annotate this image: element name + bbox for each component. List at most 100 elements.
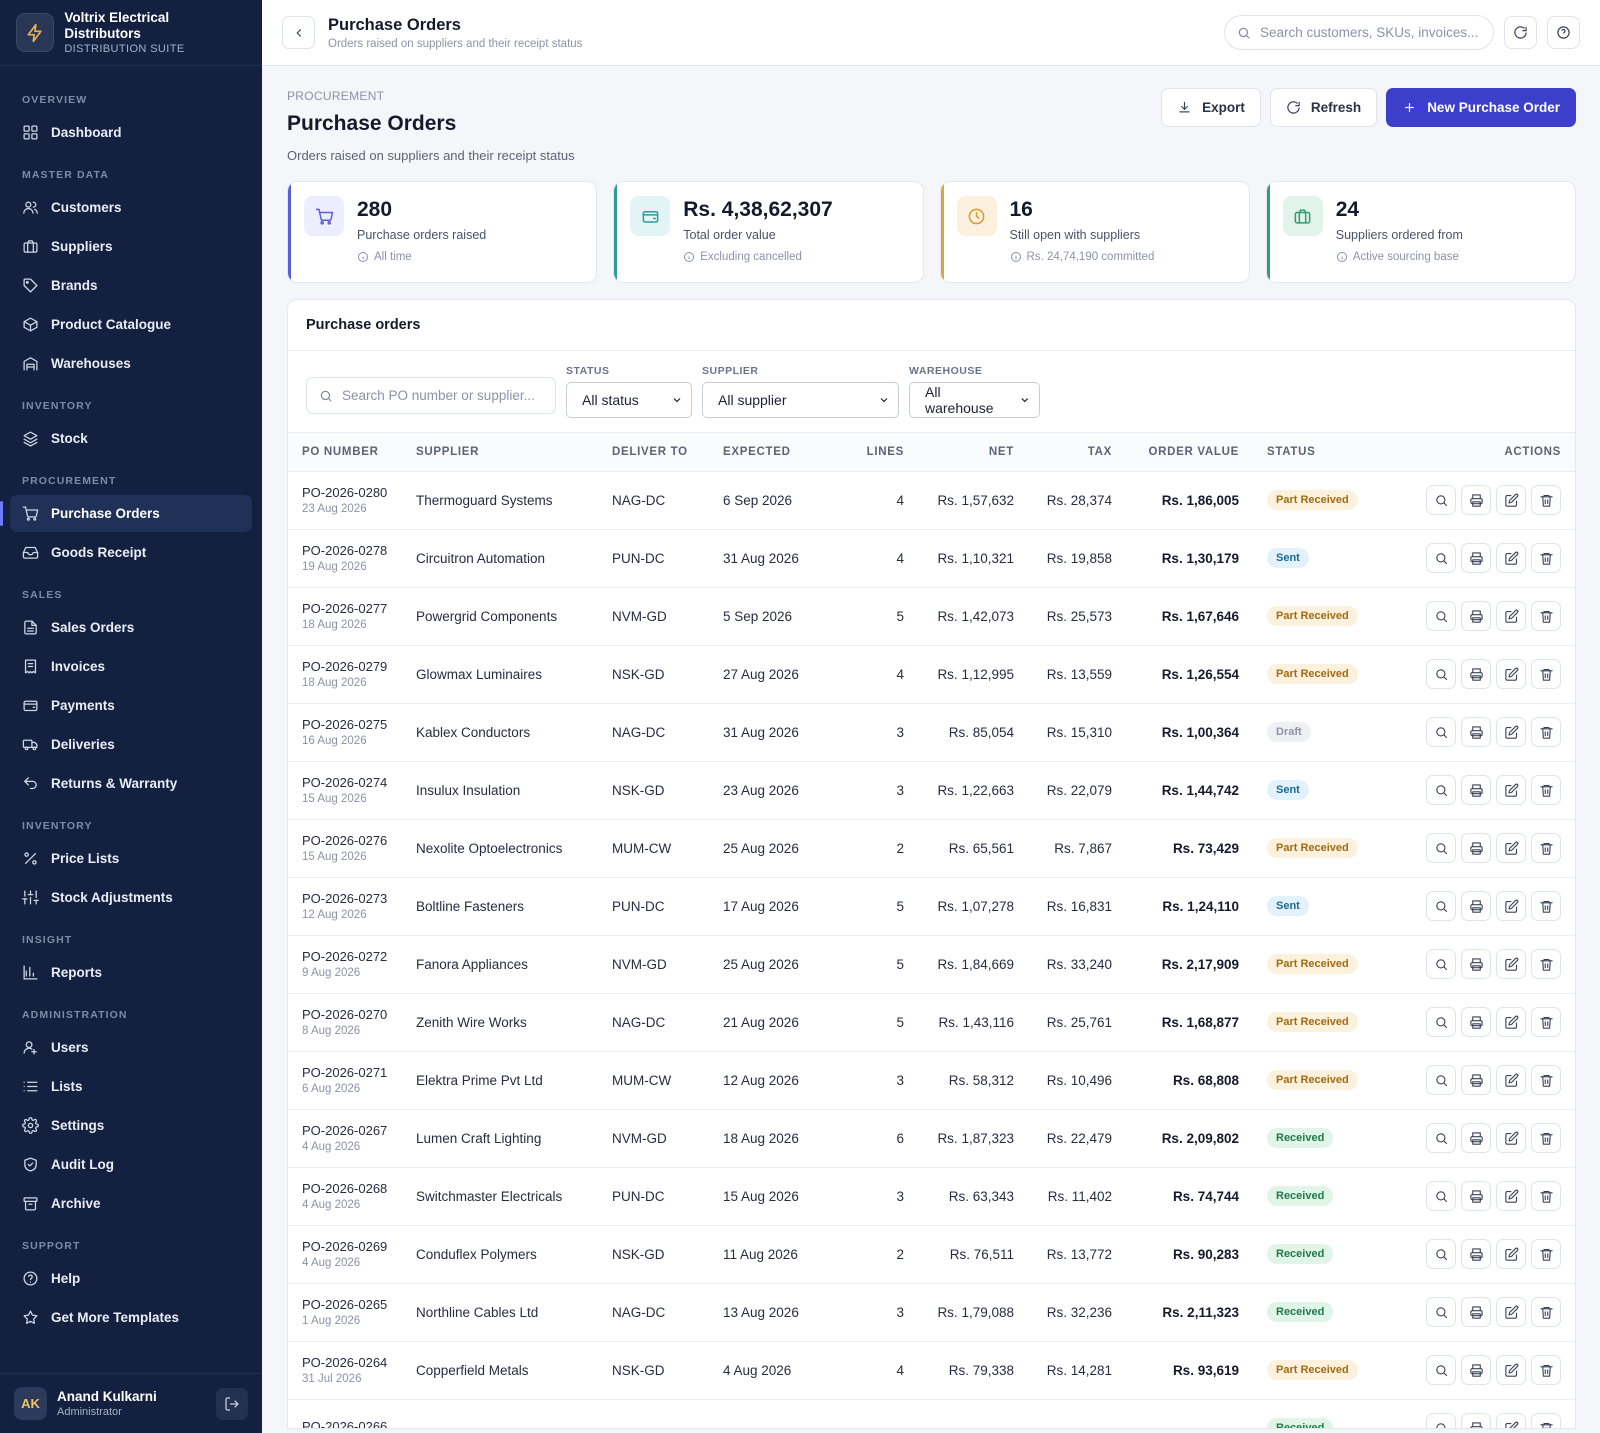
po-number[interactable]: PO-2026-0272 — [302, 949, 388, 964]
column-header[interactable]: DELIVER TO — [612, 433, 723, 472]
sidebar-item-goods-receipt[interactable]: Goods Receipt — [10, 534, 252, 571]
table-row[interactable]: PO-2026-0280 23 Aug 2026 Thermoguard Syst… — [288, 471, 1575, 530]
edit-button[interactable] — [1496, 1239, 1526, 1269]
po-number[interactable]: PO-2026-0273 — [302, 891, 388, 906]
column-header[interactable]: NET — [904, 433, 1014, 472]
print-button[interactable] — [1461, 775, 1491, 805]
view-button[interactable] — [1426, 949, 1456, 979]
delete-button[interactable] — [1531, 659, 1561, 689]
sidebar-item-stock[interactable]: Stock — [10, 420, 252, 457]
sidebar-item-audit-log[interactable]: Audit Log — [10, 1146, 252, 1183]
column-header[interactable]: ORDER VALUE — [1112, 433, 1239, 472]
table-row[interactable]: PO-2026-0267 4 Aug 2026 Lumen Craft Light… — [288, 1109, 1575, 1168]
sidebar-item-customers[interactable]: Customers — [10, 189, 252, 226]
po-number[interactable]: PO-2026-0275 — [302, 717, 388, 732]
view-button[interactable] — [1426, 659, 1456, 689]
view-button[interactable] — [1426, 1065, 1456, 1095]
po-number[interactable]: PO-2026-0278 — [302, 543, 388, 558]
sidebar-item-sales-orders[interactable]: Sales Orders — [10, 609, 252, 646]
user-profile[interactable]: AK Anand Kulkarni Administrator — [0, 1373, 262, 1433]
help-button[interactable] — [1547, 16, 1580, 49]
edit-button[interactable] — [1496, 1007, 1526, 1037]
column-header[interactable]: LINES — [834, 433, 904, 472]
view-button[interactable] — [1426, 833, 1456, 863]
sidebar-item-dashboard[interactable]: Dashboard — [10, 114, 252, 151]
table-row[interactable]: PO-2026-0278 19 Aug 2026 Circuitron Autom… — [288, 529, 1575, 588]
po-number[interactable]: PO-2026-0279 — [302, 659, 388, 674]
delete-button[interactable] — [1531, 485, 1561, 515]
view-button[interactable] — [1426, 1007, 1456, 1037]
delete-button[interactable] — [1531, 1123, 1561, 1153]
table-row[interactable]: PO-2026-0277 18 Aug 2026 Powergrid Compon… — [288, 587, 1575, 646]
supplier-select[interactable]: All supplier — [702, 382, 899, 418]
column-header[interactable]: STATUS — [1239, 433, 1379, 472]
sidebar-item-help[interactable]: Help — [10, 1260, 252, 1297]
edit-button[interactable] — [1496, 717, 1526, 747]
po-number[interactable]: PO-2026-0277 — [302, 601, 388, 616]
delete-button[interactable] — [1531, 1007, 1561, 1037]
avatar[interactable]: AK — [14, 1387, 47, 1420]
delete-button[interactable] — [1531, 717, 1561, 747]
print-button[interactable] — [1461, 891, 1491, 921]
view-button[interactable] — [1426, 601, 1456, 631]
sidebar-item-stock-adjustments[interactable]: Stock Adjustments — [10, 879, 252, 916]
edit-button[interactable] — [1496, 1413, 1526, 1428]
delete-button[interactable] — [1531, 1297, 1561, 1327]
sidebar-item-archive[interactable]: Archive — [10, 1185, 252, 1222]
view-button[interactable] — [1426, 485, 1456, 515]
po-number[interactable]: PO-2026-0274 — [302, 775, 388, 790]
po-number[interactable]: PO-2026-0267 — [302, 1123, 388, 1138]
print-button[interactable] — [1461, 601, 1491, 631]
po-number[interactable]: PO-2026-0276 — [302, 833, 388, 848]
view-button[interactable] — [1426, 717, 1456, 747]
column-header[interactable]: EXPECTED — [723, 433, 834, 472]
sidebar-item-warehouses[interactable]: Warehouses — [10, 345, 252, 382]
sidebar-item-invoices[interactable]: Invoices — [10, 648, 252, 685]
print-button[interactable] — [1461, 1239, 1491, 1269]
status-select[interactable]: All status — [566, 382, 692, 418]
po-number[interactable]: PO-2026-0270 — [302, 1007, 388, 1022]
sidebar-item-reports[interactable]: Reports — [10, 954, 252, 991]
print-button[interactable] — [1461, 833, 1491, 863]
sidebar-item-purchase-orders[interactable]: Purchase Orders — [0, 495, 252, 532]
column-header[interactable]: PO NUMBER — [288, 433, 416, 472]
brand[interactable]: Voltrix Electrical Distributors DISTRIBU… — [0, 0, 262, 66]
column-header[interactable]: TAX — [1014, 433, 1112, 472]
reload-button[interactable] — [1504, 16, 1537, 49]
delete-button[interactable] — [1531, 775, 1561, 805]
view-button[interactable] — [1426, 775, 1456, 805]
view-button[interactable] — [1426, 1297, 1456, 1327]
view-button[interactable] — [1426, 543, 1456, 573]
edit-button[interactable] — [1496, 659, 1526, 689]
table-row[interactable]: PO-2026-0273 12 Aug 2026 Boltline Fastene… — [288, 877, 1575, 936]
edit-button[interactable] — [1496, 1123, 1526, 1153]
sidebar-item-users[interactable]: Users — [10, 1029, 252, 1066]
view-button[interactable] — [1426, 1239, 1456, 1269]
sidebar-item-suppliers[interactable]: Suppliers — [10, 228, 252, 265]
table-row[interactable]: PO-2026-0279 18 Aug 2026 Glowmax Luminair… — [288, 645, 1575, 704]
delete-button[interactable] — [1531, 543, 1561, 573]
back-button[interactable] — [282, 16, 315, 49]
delete-button[interactable] — [1531, 891, 1561, 921]
table-row[interactable]: PO-2026-0272 9 Aug 2026 Fanora Appliances… — [288, 935, 1575, 994]
print-button[interactable] — [1461, 1413, 1491, 1428]
logout-button[interactable] — [216, 1387, 248, 1420]
view-button[interactable] — [1426, 1123, 1456, 1153]
sidebar-item-returns-warranty[interactable]: Returns & Warranty — [10, 765, 252, 802]
print-button[interactable] — [1461, 949, 1491, 979]
edit-button[interactable] — [1496, 485, 1526, 515]
edit-button[interactable] — [1496, 601, 1526, 631]
table-row[interactable]: PO-2026-0268 4 Aug 2026 Switchmaster Elec… — [288, 1167, 1575, 1226]
view-button[interactable] — [1426, 1413, 1456, 1428]
print-button[interactable] — [1461, 1007, 1491, 1037]
po-search-input[interactable]: Search PO number or supplier... — [306, 377, 556, 414]
print-button[interactable] — [1461, 1065, 1491, 1095]
delete-button[interactable] — [1531, 833, 1561, 863]
edit-button[interactable] — [1496, 1181, 1526, 1211]
table-row[interactable]: PO-2026-0266 Received — [288, 1399, 1575, 1428]
po-number[interactable]: PO-2026-0268 — [302, 1181, 388, 1196]
sidebar-item-price-lists[interactable]: Price Lists — [10, 840, 252, 877]
refresh-button[interactable]: Refresh — [1269, 88, 1378, 127]
delete-button[interactable] — [1531, 949, 1561, 979]
sidebar-item-settings[interactable]: Settings — [10, 1107, 252, 1144]
